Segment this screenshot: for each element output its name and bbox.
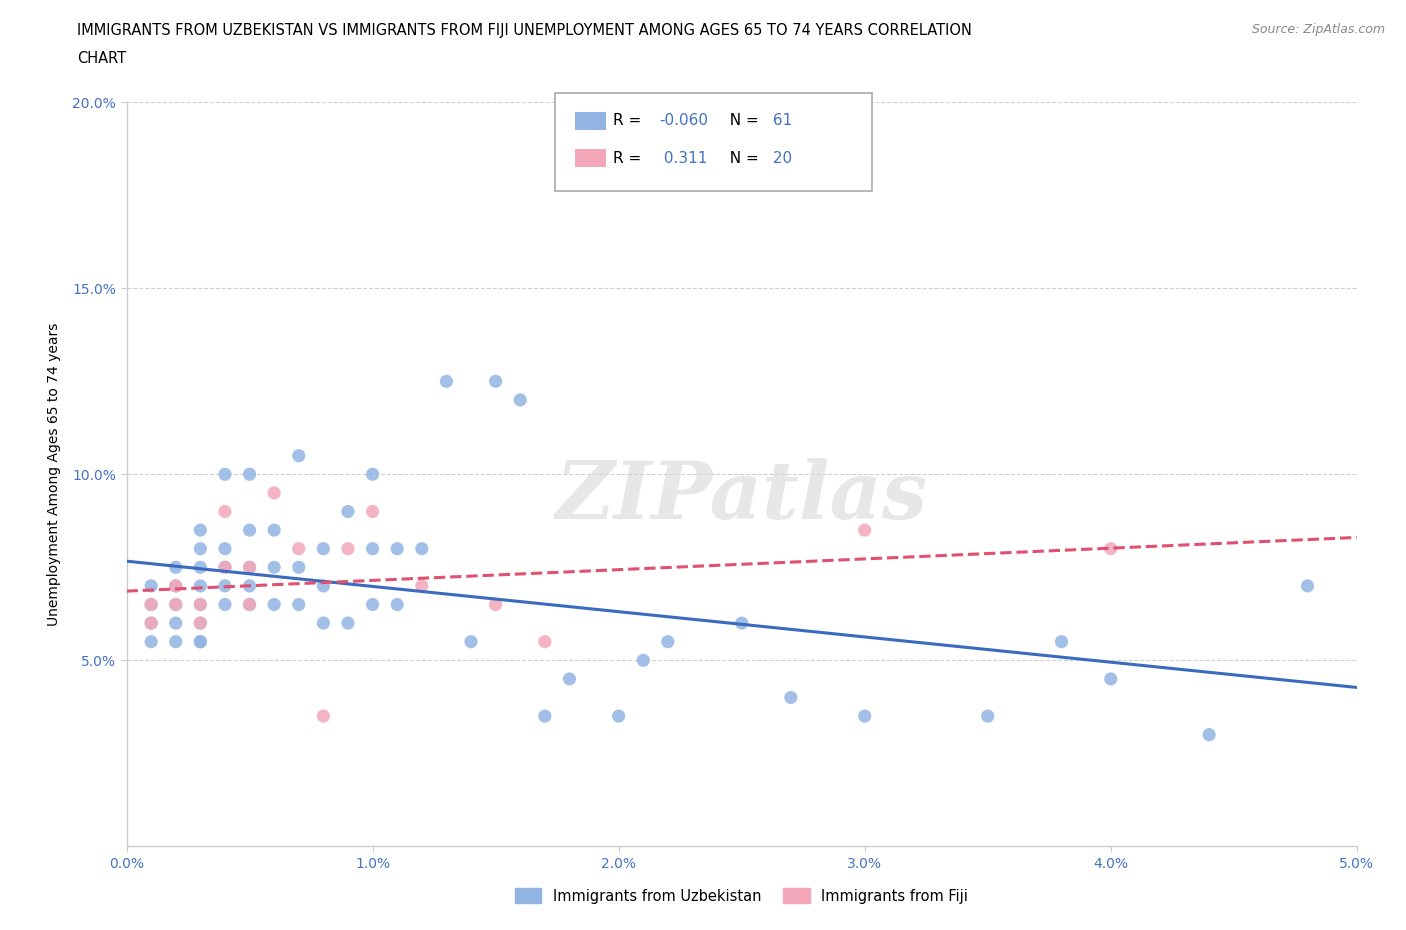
Text: N =: N =: [720, 151, 763, 166]
Point: [287, 541, 309, 556]
Point: [853, 709, 876, 724]
Text: Source: ZipAtlas.com: Source: ZipAtlas.com: [1251, 23, 1385, 36]
Point: [1296, 578, 1319, 593]
Point: [361, 504, 384, 519]
Point: [214, 541, 236, 556]
Text: IMMIGRANTS FROM UZBEKISTAN VS IMMIGRANTS FROM FIJI UNEMPLOYMENT AMONG AGES 65 TO: IMMIGRANTS FROM UZBEKISTAN VS IMMIGRANTS…: [77, 23, 972, 38]
Point: [165, 616, 187, 631]
Point: [633, 653, 655, 668]
Point: [165, 597, 187, 612]
Point: [188, 578, 211, 593]
Point: [188, 541, 211, 556]
Point: [411, 541, 433, 556]
Point: [484, 597, 508, 612]
Point: [337, 541, 360, 556]
Point: [509, 392, 531, 407]
Point: [188, 523, 211, 538]
Point: [312, 616, 335, 631]
Point: [287, 560, 309, 575]
Text: 0.311: 0.311: [659, 151, 707, 166]
Point: [239, 560, 262, 575]
Point: [411, 578, 433, 593]
Text: CHART: CHART: [77, 51, 127, 66]
Point: [287, 448, 309, 463]
Point: [165, 560, 187, 575]
Point: [853, 523, 876, 538]
Text: ZIPatlas: ZIPatlas: [555, 458, 928, 536]
Text: R =: R =: [613, 113, 647, 128]
Text: N =: N =: [720, 113, 763, 128]
Point: [141, 616, 162, 631]
Point: [214, 578, 236, 593]
Point: [188, 616, 211, 631]
Point: [165, 634, 187, 649]
Point: [263, 597, 285, 612]
Point: [484, 374, 508, 389]
Legend: Immigrants from Uzbekistan, Immigrants from Fiji: Immigrants from Uzbekistan, Immigrants f…: [509, 883, 974, 910]
Point: [312, 578, 335, 593]
Point: [239, 523, 262, 538]
Point: [731, 616, 754, 631]
Point: [141, 578, 162, 593]
Point: [361, 541, 384, 556]
Point: [534, 709, 557, 724]
Point: [337, 616, 360, 631]
Point: [141, 634, 162, 649]
Point: [214, 597, 236, 612]
Point: [607, 709, 630, 724]
Point: [361, 467, 384, 482]
Point: [312, 709, 335, 724]
Point: [385, 541, 408, 556]
Point: [239, 560, 262, 575]
Point: [214, 467, 236, 482]
Point: [214, 560, 236, 575]
Point: [779, 690, 801, 705]
Point: [141, 597, 162, 612]
Point: [657, 634, 679, 649]
Text: 20: 20: [768, 151, 792, 166]
Text: -0.060: -0.060: [659, 113, 709, 128]
Point: [239, 578, 262, 593]
Point: [239, 467, 262, 482]
Text: 61: 61: [768, 113, 792, 128]
Point: [558, 671, 581, 686]
Point: [141, 616, 162, 631]
Point: [976, 709, 998, 724]
Point: [165, 578, 187, 593]
Point: [287, 597, 309, 612]
Point: [436, 374, 458, 389]
Point: [385, 597, 408, 612]
Point: [188, 616, 211, 631]
Point: [188, 634, 211, 649]
Text: R =: R =: [613, 151, 647, 166]
Point: [337, 504, 360, 519]
Point: [1099, 671, 1122, 686]
Point: [361, 597, 384, 612]
Point: [214, 560, 236, 575]
Point: [312, 541, 335, 556]
Point: [165, 578, 187, 593]
Point: [188, 597, 211, 612]
Point: [188, 597, 211, 612]
Point: [263, 560, 285, 575]
Point: [188, 634, 211, 649]
Point: [239, 597, 262, 612]
Point: [263, 523, 285, 538]
Point: [534, 634, 557, 649]
Point: [1050, 634, 1073, 649]
Point: [165, 597, 187, 612]
Point: [1099, 541, 1122, 556]
Point: [460, 634, 482, 649]
Y-axis label: Unemployment Among Ages 65 to 74 years: Unemployment Among Ages 65 to 74 years: [48, 323, 60, 626]
Point: [188, 560, 211, 575]
Point: [214, 504, 236, 519]
Point: [1198, 727, 1220, 742]
Point: [239, 597, 262, 612]
Point: [263, 485, 285, 500]
Point: [141, 597, 162, 612]
